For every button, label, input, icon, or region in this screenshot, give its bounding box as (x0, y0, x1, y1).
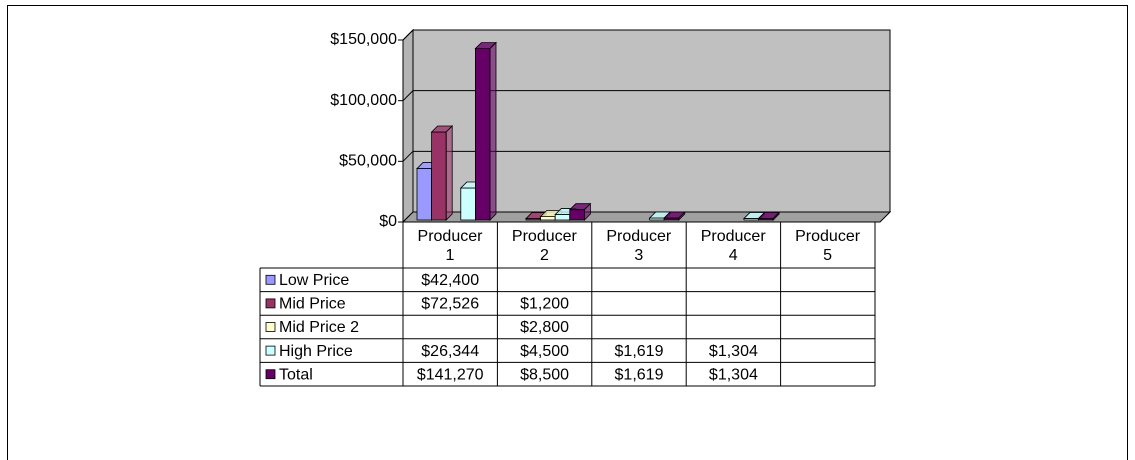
bar-side (772, 211, 780, 221)
bar-front (474, 48, 491, 221)
grid-line (402, 150, 890, 162)
bar-side (584, 202, 591, 221)
side-wall (402, 28, 414, 224)
grid-line (402, 29, 890, 41)
data-label: $1,619 (615, 343, 664, 360)
data-label: $26,344 (421, 343, 479, 360)
x-tick-label: Producer 2 (497, 227, 591, 265)
category-text: Producer 1 (417, 228, 483, 264)
data-label: $141,270 (417, 366, 484, 383)
bar-front (416, 168, 433, 221)
bar-front (460, 187, 476, 221)
data-label: $1,619 (615, 366, 664, 383)
y-tick-label: $150,000 (330, 31, 397, 48)
legend-label: Mid Price 2 (279, 319, 359, 336)
x-tick-label: Producer 5 (781, 227, 875, 265)
data-label: $4,500 (520, 343, 569, 360)
data-label: $1,200 (520, 296, 569, 313)
legend-label: Total (279, 366, 313, 383)
bar (474, 41, 497, 221)
data-label: $1,304 (709, 343, 758, 360)
bar-side (489, 41, 497, 221)
y-tick-label: $50,000 (339, 153, 397, 170)
bar-front (540, 216, 556, 221)
legend-label: Mid Price (279, 296, 346, 313)
legend-key (265, 369, 276, 380)
bar (568, 202, 592, 221)
x-tick-label: Producer 3 (592, 227, 686, 265)
legend-label: High Price (279, 343, 353, 360)
category-text: Producer 3 (606, 228, 672, 264)
bar-front (431, 131, 447, 221)
legend-key (265, 345, 276, 356)
legend-key (265, 322, 276, 332)
data-label: $42,400 (421, 272, 479, 289)
legend-key (265, 274, 276, 285)
legend-key (265, 298, 276, 309)
bar (757, 211, 781, 221)
y-tick-label: $0 (379, 213, 397, 230)
category-text: Producer 5 (795, 228, 861, 264)
data-label: $2,800 (520, 319, 569, 336)
data-label: $72,526 (421, 296, 479, 313)
category-text: Producer 4 (700, 228, 766, 264)
bar-side (678, 211, 686, 221)
category-text: Producer 2 (511, 228, 577, 264)
legend-label: Low Price (279, 272, 349, 289)
x-tick-label: Producer 4 (686, 227, 780, 265)
bar (430, 125, 454, 221)
bar-side (445, 125, 453, 221)
grid-line (402, 90, 890, 102)
data-label: $1,304 (709, 366, 758, 383)
x-tick-label: Producer 1 (403, 227, 497, 265)
bar (663, 211, 686, 221)
bar-front (569, 209, 585, 221)
bar-front (554, 214, 571, 221)
y-tick-label: $100,000 (330, 92, 397, 109)
data-label: $8,500 (520, 366, 569, 383)
